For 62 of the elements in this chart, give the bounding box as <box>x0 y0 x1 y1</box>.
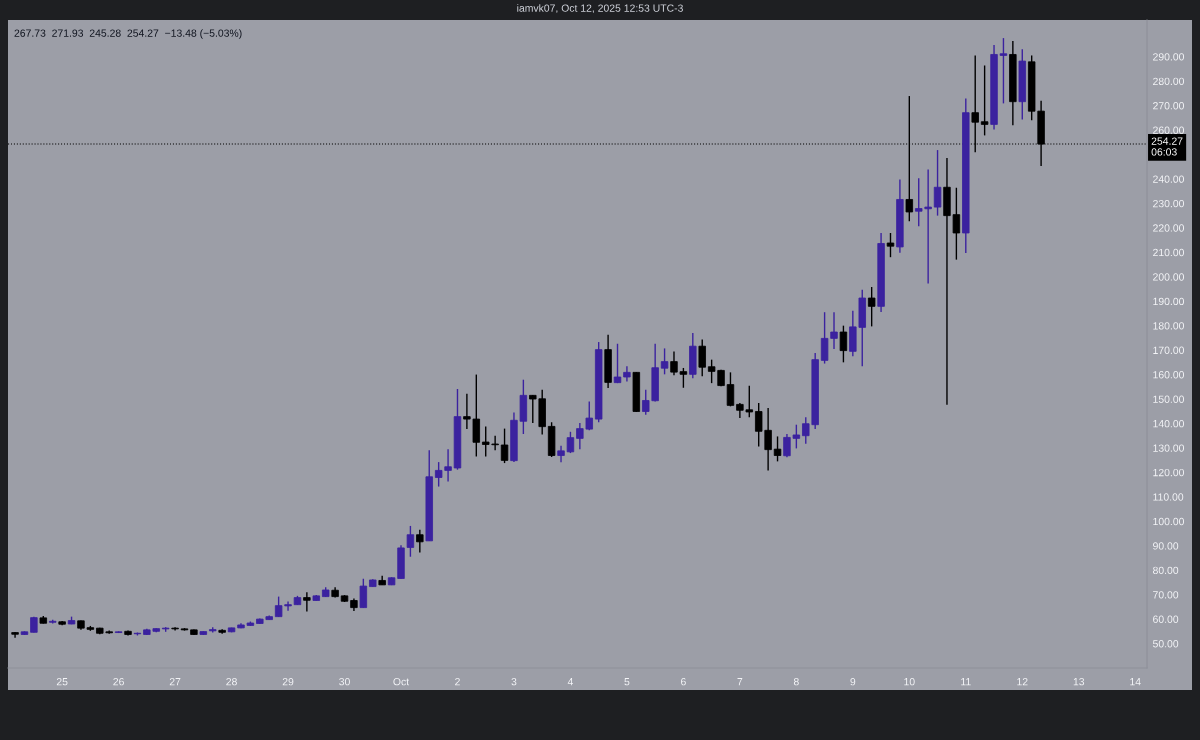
x-tick-label: Oct <box>393 678 410 686</box>
candlestick <box>613 343 622 384</box>
ref-line-label: 254.27 06:03 <box>1151 137 1183 156</box>
y-tick-label: 290.00 <box>1153 53 1185 61</box>
annotation: 267.73 271.93 245.28 254.27 −13.48 (−5.03%) <box>14 29 242 39</box>
candlestick <box>886 232 895 258</box>
y-tick-label: 220.00 <box>1153 224 1185 232</box>
y-tick-label: 170.00 <box>1153 346 1185 354</box>
x-tick-label: 13 <box>1073 678 1085 686</box>
candlestick <box>773 435 782 463</box>
y-tick-label: 270.00 <box>1153 102 1185 110</box>
x-tick-label: 26 <box>113 678 124 686</box>
x-tick-label: 30 <box>339 678 350 686</box>
candlestick <box>303 591 311 613</box>
x-tick-label: 3 <box>511 678 517 686</box>
text: iamvk07, Oct 12, 2025 12:53 UTC-3 <box>517 4 683 14</box>
candlestick <box>660 347 669 376</box>
candlestick <box>500 427 509 464</box>
x-tick-label: 9 <box>850 678 856 686</box>
y-tick-label: 50.00 <box>1152 640 1179 648</box>
y-tick-label: 210.00 <box>1153 248 1185 257</box>
y-tick-label: 260.00 <box>1153 126 1185 134</box>
y-tick-label: 200.00 <box>1153 273 1185 281</box>
y-tick-label: 120.00 <box>1153 468 1185 477</box>
y-tick-label: 90.00 <box>1153 542 1179 550</box>
candlestick <box>359 578 368 609</box>
x-tick-label: 27 <box>169 678 181 686</box>
y-tick-label: 150.00 <box>1153 395 1185 403</box>
candlestick <box>999 37 1008 105</box>
y-tick-label: 280.00 <box>1153 77 1185 86</box>
y-tick-label: 240.00 <box>1153 175 1185 183</box>
x-tick-label: 8 <box>793 678 799 686</box>
x-tick-label: 7 <box>737 678 743 686</box>
x-tick-label: 6 <box>681 678 686 686</box>
candlestick <box>933 149 942 217</box>
x-tick-label: 25 <box>56 678 68 686</box>
y-tick-label: 80.00 <box>1153 566 1179 575</box>
y-tick-label: 140.00 <box>1153 419 1185 428</box>
candlestick <box>416 529 424 554</box>
x-tick-label: 29 <box>282 678 294 686</box>
x-tick-label: 12 <box>1017 678 1028 686</box>
y-tick-label: 110.00 <box>1153 493 1184 501</box>
candlestick <box>726 371 735 408</box>
x-tick-label: 28 <box>226 678 237 686</box>
x-tick-label: 11 <box>961 678 971 686</box>
y-tick-label: 100.00 <box>1153 517 1185 526</box>
candlestick <box>839 324 848 364</box>
y-tick-label: 70.00 <box>1153 591 1179 599</box>
candlestick <box>980 64 989 137</box>
y-tick-label: 230.00 <box>1153 199 1185 208</box>
x-tick-label: 5 <box>624 678 630 686</box>
x-tick-label: 14 <box>1130 678 1141 686</box>
y-tick-label: 130.00 <box>1153 444 1185 452</box>
y-tick-label: 180.00 <box>1153 322 1185 330</box>
x-tick-label: 2 <box>455 678 460 686</box>
y-tick-label: 190.00 <box>1153 297 1185 306</box>
x-tick-label: 10 <box>904 678 915 686</box>
y-tick-label: 60.00 <box>1153 615 1179 623</box>
candlestick <box>867 286 876 328</box>
x-tick-label: 4 <box>567 678 574 686</box>
y-tick-label: 160.00 <box>1153 371 1185 379</box>
candlestick <box>698 338 706 377</box>
